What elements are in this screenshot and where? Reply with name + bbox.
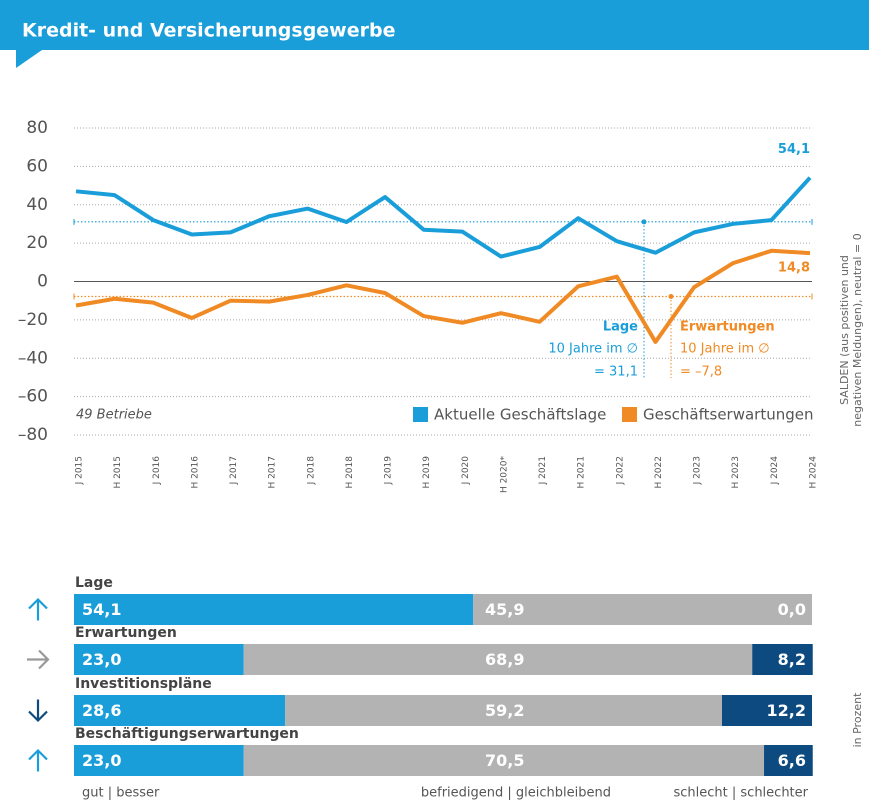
bar-segment	[243, 745, 765, 776]
bar-label: 54,1	[82, 600, 121, 619]
x-tick-label: H 2020*	[499, 456, 509, 494]
bar-label: 12,2	[767, 701, 806, 720]
average-label: = –7,8	[680, 365, 722, 380]
trend-arrow	[27, 649, 50, 670]
x-tick-label: H 2018	[345, 456, 355, 489]
legend-label: Aktuelle Geschäftslage	[434, 406, 606, 424]
x-tick-label: J 2015	[75, 456, 85, 485]
line-series	[75, 248, 811, 344]
value-label: 54,1	[778, 142, 810, 157]
annotation-title: Lage	[603, 320, 638, 335]
average-label: = 31,1	[594, 365, 638, 380]
header-bar	[0, 0, 869, 50]
x-tick-label: H 2017	[268, 456, 278, 489]
y-tick-label: 40	[26, 195, 48, 215]
y-axis-label: SALDEN (aus positiven und	[838, 255, 851, 405]
trend-arrow	[28, 748, 48, 772]
bar-label: 23,0	[82, 650, 121, 669]
x-tick-label: J 2024	[770, 456, 780, 486]
x-tick-label: J 2020	[461, 456, 471, 486]
bar-segment	[74, 644, 244, 675]
row-label: Investitionspläne	[75, 676, 212, 692]
legend-label: Geschäftserwartungen	[643, 406, 814, 424]
annotation-text: 10 Jahre im ∅	[680, 342, 770, 357]
bar-segment	[752, 644, 813, 675]
annotation-title: Erwartungen	[680, 320, 775, 335]
x-tick-label: H 2016	[190, 456, 200, 489]
bar-segment	[74, 695, 286, 726]
legend-swatch	[413, 407, 428, 422]
note: 49 Betriebe	[76, 408, 152, 423]
bar-segment	[473, 594, 812, 625]
y-tick-label: –40	[18, 348, 48, 368]
x-tick-label: J 2022	[615, 456, 625, 485]
trend-arrow	[28, 597, 48, 621]
x-tick-label: H 2015	[113, 456, 123, 489]
bar-segment	[764, 745, 813, 776]
y-tick-label: 0	[37, 272, 48, 292]
x-tick-label: J 2019	[384, 456, 394, 486]
bar-label: 6,6	[778, 751, 806, 770]
bar-label: 0,0	[778, 600, 806, 619]
x-tick-label: J 2017	[229, 456, 239, 485]
bar-label: 45,9	[485, 600, 524, 619]
y-tick-label: 60	[26, 156, 48, 176]
y-tick-label: –60	[18, 387, 48, 407]
legend-swatch	[622, 407, 637, 422]
bar-label: 28,6	[82, 701, 121, 720]
x-tick-label: H 2019	[422, 456, 432, 489]
y-axis-label: negativen Meldungen), neutral = 0	[851, 233, 864, 426]
x-tick-label: H 2023	[731, 456, 741, 489]
x-tick-label: J 2016	[152, 456, 162, 486]
y-tick-label: –80	[18, 425, 48, 445]
bar-segment	[721, 695, 812, 726]
row-label: Lage	[75, 575, 113, 591]
header-notch	[16, 50, 42, 68]
x-tick-label: H 2024	[809, 456, 819, 489]
bar-label: 59,2	[485, 701, 524, 720]
bar-label: 68,9	[485, 650, 524, 669]
x-tick-label: J 2023	[693, 456, 703, 485]
y-tick-label: –20	[18, 310, 48, 330]
x-tick-label: H 2021	[577, 456, 587, 489]
legend-label: gut | besser	[82, 786, 160, 801]
y-tick-label: 80	[26, 118, 48, 138]
unit-label: in Prozent	[851, 692, 864, 747]
row-label: Beschäftigungserwartungen	[75, 726, 299, 742]
page-title: Kredit- und Versicherungsgewerbe	[22, 20, 395, 42]
bar-segment	[243, 644, 753, 675]
bar-segment	[74, 594, 474, 625]
bar-segment	[285, 695, 722, 726]
value-label: 14,8	[778, 261, 810, 276]
y-tick-label: 20	[26, 233, 48, 253]
legend-label: befriedigend | gleichbleibend	[421, 786, 611, 801]
bar-label: 23,0	[82, 751, 121, 770]
x-tick-label: H 2022	[654, 456, 664, 489]
bar-segment	[74, 745, 244, 776]
x-tick-label: J 2018	[306, 456, 316, 486]
bar-label: 70,5	[485, 751, 524, 770]
x-tick-label: J 2021	[538, 456, 548, 485]
legend-label: schlecht | schlechter	[674, 786, 809, 801]
line-series	[75, 176, 812, 259]
row-label: Erwartungen	[75, 625, 177, 641]
annotation-text: 10 Jahre im ∅	[548, 342, 638, 357]
bar-label: 8,2	[778, 650, 806, 669]
trend-arrow	[28, 699, 48, 723]
